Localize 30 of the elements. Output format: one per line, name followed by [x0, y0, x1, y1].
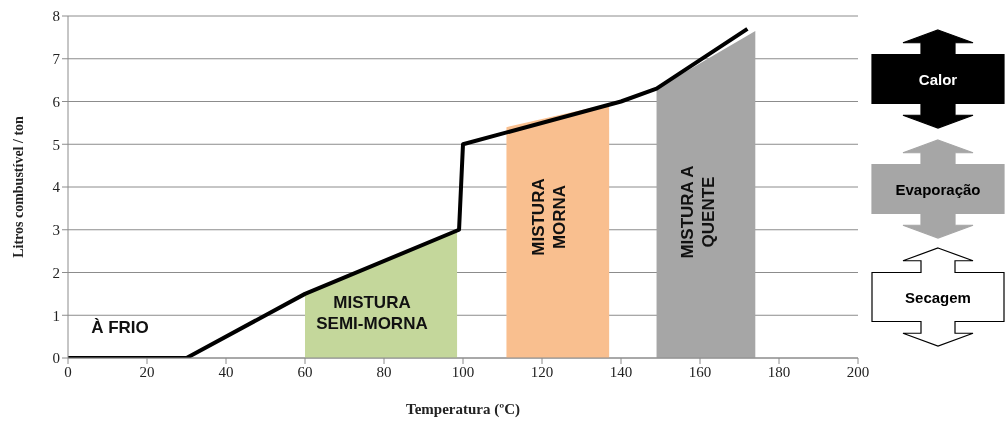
x-tick-label: 80 — [376, 363, 392, 380]
y-tick-label: 5 — [52, 136, 60, 153]
x-tick-label: 200 — [846, 363, 870, 380]
y-tick-label: 0 — [52, 350, 60, 367]
text: Evaporação — [895, 181, 981, 198]
x-tick-label: 40 — [218, 363, 234, 380]
x-tick-label: 180 — [767, 363, 791, 380]
line-series — [68, 26, 750, 358]
text: Calor — [918, 71, 958, 88]
y-axis-title: Litros combustível / ton — [10, 115, 26, 258]
annotation: MISTURA SEMI-MORNA — [316, 293, 428, 333]
y-tick-label: 1 — [52, 307, 60, 324]
x-tick-label: 0 — [64, 363, 72, 380]
x-tick-label: 140 — [609, 363, 633, 380]
text: Secagem — [905, 289, 971, 306]
annotation: MISTURA MORNA — [529, 178, 569, 256]
y-tick-label: 2 — [52, 264, 60, 281]
x-tick-label: 120 — [530, 363, 554, 380]
x-tick-label: 20 — [139, 363, 155, 380]
y-tick-label: 8 — [52, 8, 60, 25]
x-tick-label: 60 — [297, 363, 313, 380]
annotation: MISTURA A QUENTE — [678, 165, 718, 259]
y-tick-label: 6 — [52, 93, 61, 110]
annotation: À FRIO — [91, 318, 149, 337]
y-tick-label: 7 — [52, 51, 61, 68]
x-axis-title: Temperatura (ºC) — [406, 401, 520, 418]
x-tick-label: 100 — [451, 363, 475, 380]
y-tick-label: 4 — [52, 179, 61, 196]
y-tick-label: 3 — [52, 222, 60, 239]
x-tick-label: 160 — [688, 363, 712, 380]
